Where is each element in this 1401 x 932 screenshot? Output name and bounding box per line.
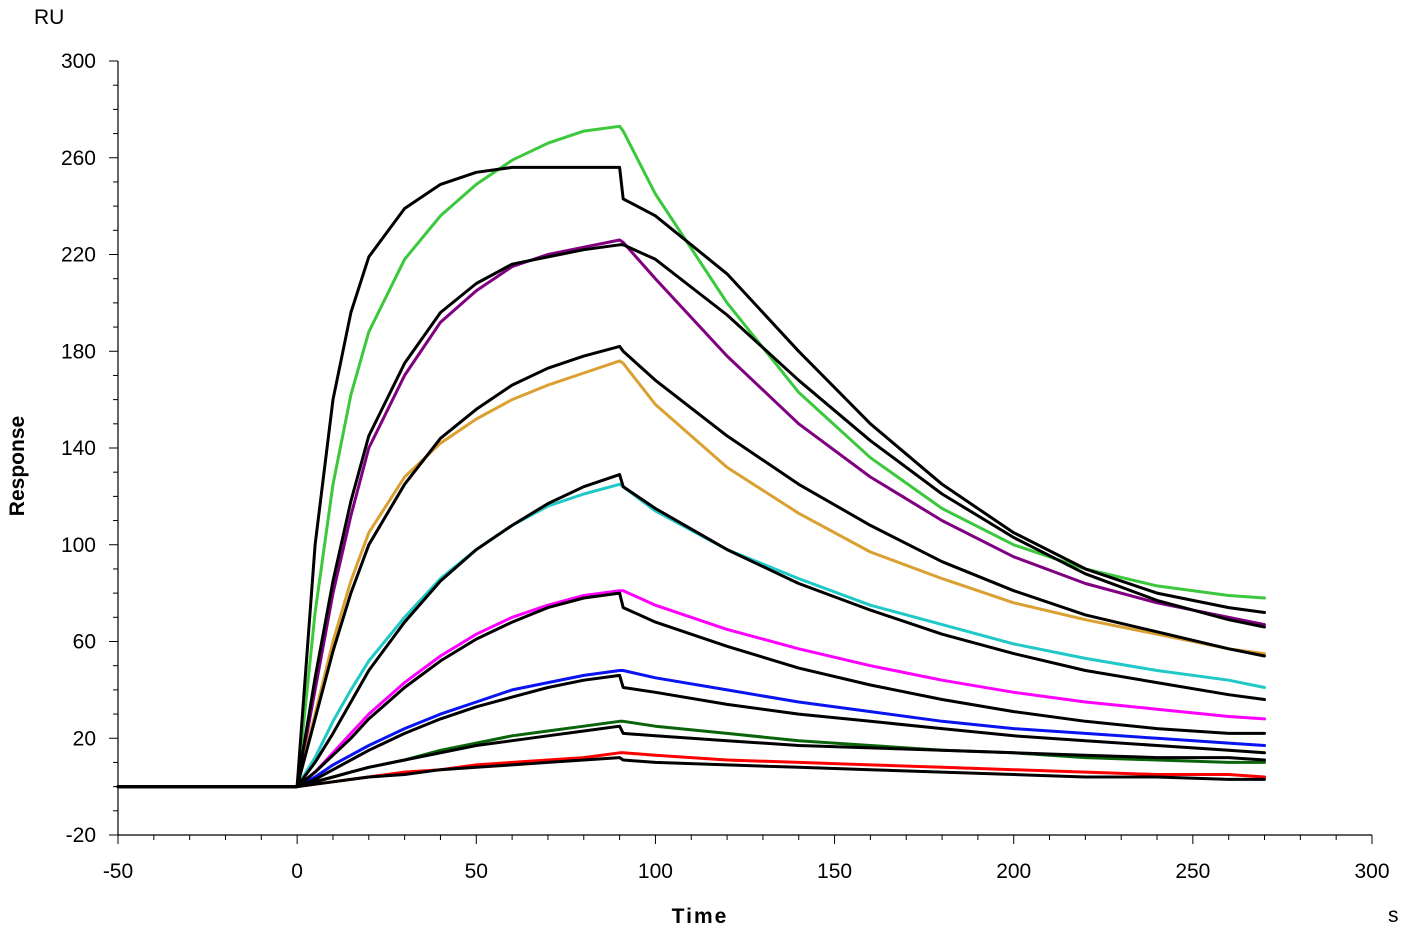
y-tick-label: 300 [61, 50, 96, 73]
x-tick-label: 200 [996, 860, 1031, 883]
x-tick-label: 300 [1354, 860, 1389, 883]
x-tick-label: 100 [638, 860, 673, 883]
x-unit-label: s [1388, 904, 1399, 927]
response-curve-4 [116, 359, 1266, 789]
tick-layer: -50 0 50 100 150 200 250 300 -20 20 60 100 140 180 220… [61, 50, 1390, 883]
x-tick-label: -50 [103, 860, 133, 883]
x-tick-label: 150 [817, 860, 852, 883]
response-curve-2 [116, 238, 1266, 789]
y-unit-label: RU [34, 6, 64, 29]
fit-curve-9 [116, 591, 1266, 789]
series-layer [116, 124, 1266, 789]
fit-curve-7 [116, 473, 1266, 789]
y-tick-label: 220 [61, 244, 96, 267]
fit-curve-5 [116, 344, 1266, 789]
response-curve-6 [116, 482, 1266, 789]
fit-curve-11 [116, 673, 1266, 789]
y-tick-label: 20 [73, 727, 96, 750]
response-curve-8 [116, 589, 1266, 789]
response-curve-10 [116, 669, 1266, 789]
y-tick-label: 260 [61, 147, 96, 170]
x-tick-label: 0 [291, 860, 303, 883]
fit-curve-13 [116, 724, 1266, 789]
y-tick-label: -20 [66, 824, 96, 847]
y-tick-label: 180 [61, 340, 96, 363]
y-tick-label: 60 [73, 631, 96, 654]
x-axis-title: Time [672, 905, 729, 928]
fit-curve-3 [116, 243, 1266, 789]
response-curve-0 [116, 124, 1266, 789]
x-tick-label: 50 [465, 860, 488, 883]
y-tick-label: 140 [61, 437, 96, 460]
y-axis-title: Response [6, 416, 29, 516]
x-tick-label: 250 [1175, 860, 1210, 883]
y-tick-label: 100 [61, 534, 96, 557]
fit-curve-1 [116, 165, 1266, 789]
fit-curve-15 [116, 756, 1266, 789]
